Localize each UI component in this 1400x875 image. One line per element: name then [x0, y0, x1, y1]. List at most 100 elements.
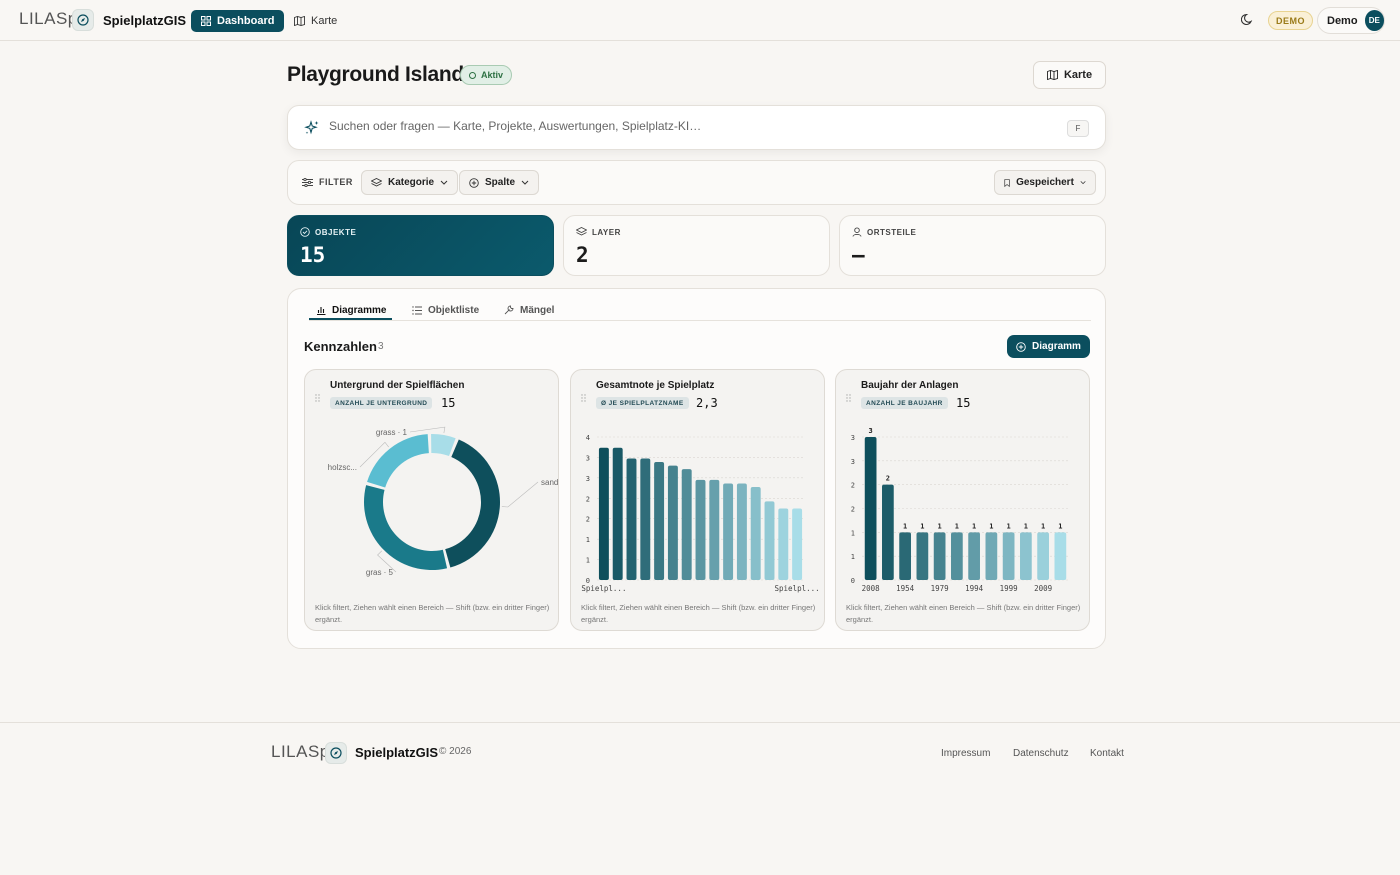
donut-slice — [367, 434, 429, 488]
kategorie-dropdown[interactable]: Kategorie — [361, 170, 459, 195]
add-chart-button[interactable]: Diagramm — [1007, 335, 1090, 358]
x-tick-label: 1979 — [931, 584, 949, 593]
kpi-label-text: LAYER — [592, 227, 621, 237]
open-map-button[interactable]: Karte — [1033, 61, 1106, 89]
bar — [723, 483, 734, 580]
bar — [612, 447, 623, 580]
chevron-down-icon — [440, 180, 448, 185]
bar-value-label: 1 — [955, 522, 959, 530]
logo-text: LILASp — [271, 742, 330, 761]
nav-karte-button[interactable]: Karte — [284, 10, 347, 32]
chart-card-gesamtnote[interactable]: Gesamtnote je Spielplatz Ø JE SPIELPLATZ… — [570, 369, 825, 631]
bar-value-label: 2 — [886, 475, 890, 483]
chart-hint: Klick filtert, Ziehen wählt einen Bereic… — [315, 603, 550, 624]
tab-maengel[interactable]: Mängel — [504, 300, 554, 320]
x-tick-label: 2009 — [1034, 584, 1052, 593]
y-tick-label: 1 — [586, 557, 590, 565]
section-title: Kennzahlen — [304, 339, 377, 354]
filter-label-text: FILTER — [319, 177, 353, 187]
kpi-label: OBJEKTE — [300, 227, 356, 237]
user-menu-button[interactable]: Demo DE — [1317, 7, 1385, 34]
bar-chart[interactable]: 0 1 1 2 2 3 3 3 2008 2 1 1954 1 1 1979 1 1 1994 1 1 1999 1 1 20… — [836, 415, 1091, 595]
bar — [654, 462, 665, 580]
label-leader-line — [501, 481, 539, 508]
tab-label: Mängel — [520, 304, 555, 316]
slice-label: holzsc... — [328, 463, 357, 472]
kpi-card-ortsteile[interactable]: ORTSTEILE — — [839, 215, 1106, 276]
bar-value-label: 1 — [972, 522, 976, 530]
plus-circle-icon — [1016, 341, 1026, 352]
search-input[interactable] — [329, 119, 1029, 133]
bar — [626, 458, 637, 580]
x-tick-label: 1954 — [896, 584, 915, 593]
y-tick-label: 0 — [851, 577, 855, 585]
chevron-down-icon — [1080, 181, 1086, 185]
bar-value-label: 1 — [1058, 522, 1062, 530]
tab-label: Diagramme — [332, 304, 387, 316]
donut-chart[interactable]: sand ... gras · 5 holzsc... grass · 1 — [305, 415, 560, 595]
drag-handle-icon[interactable] — [846, 389, 851, 407]
chart-hint: Klick filtert, Ziehen wählt einen Bereic… — [581, 603, 816, 624]
nav-dashboard-button[interactable]: Dashboard — [191, 10, 285, 32]
y-tick-label: 4 — [586, 434, 590, 442]
y-tick-label: 1 — [586, 536, 590, 544]
metric-badge: Ø JE SPIELPLATZNAME — [596, 397, 689, 409]
top-navigation: LILASp SpielplatzGIS Dashboard Karte DEM… — [0, 0, 1400, 41]
spalte-dropdown[interactable]: Spalte — [459, 170, 540, 195]
saved-filters-dropdown[interactable]: Gespeichert — [994, 170, 1096, 195]
footer-link-datenschutz[interactable]: Datenschutz — [1013, 748, 1069, 759]
bar — [598, 447, 609, 580]
footer-link-kontakt[interactable]: Kontakt — [1090, 748, 1124, 759]
bar-value-label: 1 — [903, 522, 907, 530]
chart-card-untergrund[interactable]: Untergrund der Spielflächen ANZAHL JE UN… — [304, 369, 560, 631]
chart-title: Gesamtnote je Spielplatz — [596, 380, 715, 391]
bookmark-icon — [1004, 178, 1010, 187]
avatar: DE — [1364, 10, 1384, 31]
kpi-label: ORTSTEILE — [852, 227, 916, 237]
bar — [778, 508, 789, 580]
bar — [985, 532, 998, 580]
bar — [681, 469, 692, 580]
app-name[interactable]: SpielplatzGIS — [103, 13, 187, 28]
search-bar: F — [287, 105, 1106, 150]
lilas-logo[interactable]: LILASp — [271, 742, 330, 762]
list-icon — [412, 305, 422, 315]
bar-chart[interactable]: 0 1 1 2 2 3 3 4 Spielpl... Spielpl... — [571, 415, 826, 595]
y-tick-label: 3 — [586, 454, 590, 462]
kpi-label: LAYER — [576, 227, 621, 237]
filter-bar: FILTER Kategorie Spalte Gespeichert — [287, 160, 1106, 205]
kpi-card-objekte[interactable]: OBJEKTE 15 — [287, 215, 554, 276]
tab-bar: Diagramme Objektliste Mängel — [309, 289, 1091, 321]
chart-card-baujahr[interactable]: Baujahr der Anlagen ANZAHL JE BAUJAHR 15… — [835, 369, 1090, 631]
drag-handle-icon[interactable] — [315, 389, 320, 407]
tab-diagramme[interactable]: Diagramme — [316, 300, 386, 320]
label-leader-line — [409, 426, 446, 434]
chart-hint: Klick filtert, Ziehen wählt einen Bereic… — [846, 603, 1081, 624]
footer: LILASp SpielplatzGIS © 2026 Impressum Da… — [0, 722, 1400, 875]
y-tick-label: 2 — [586, 495, 590, 503]
status-label: Aktiv — [481, 70, 504, 80]
footer-app-name: SpielplatzGIS — [355, 745, 439, 760]
kpi-value: 2 — [576, 243, 589, 267]
layers-icon — [371, 177, 382, 187]
y-tick-label: 2 — [851, 482, 855, 490]
bar — [695, 479, 706, 580]
user-name: Demo — [1327, 14, 1358, 27]
drag-handle-icon[interactable] — [581, 389, 586, 407]
lilas-logo[interactable]: LILASp — [19, 9, 78, 29]
tab-label: Objektliste — [428, 304, 480, 316]
bar — [667, 465, 678, 580]
tab-objektliste[interactable]: Objektliste — [412, 300, 479, 320]
dark-mode-toggle-icon[interactable] — [1240, 12, 1255, 31]
bar-value-label: 1 — [1024, 522, 1028, 530]
wrench-icon — [504, 305, 514, 315]
x-tick-label: Spielpl... — [581, 584, 626, 593]
kpi-card-layer[interactable]: LAYER 2 — [563, 215, 830, 276]
metric-value: 2,3 — [696, 396, 718, 410]
y-tick-label: 0 — [586, 577, 590, 585]
footer-link-impressum[interactable]: Impressum — [941, 748, 991, 759]
bar-value-label: 1 — [1007, 522, 1011, 530]
demo-badge: DEMO — [1268, 11, 1313, 30]
page-title: Playground Island — [287, 63, 464, 86]
bar — [951, 532, 963, 580]
